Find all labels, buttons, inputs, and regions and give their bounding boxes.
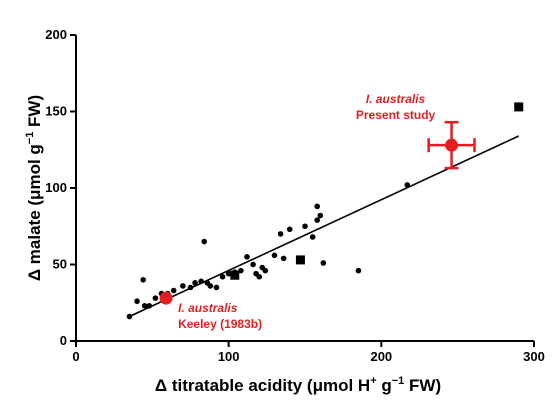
- y-axis-title: Δ malate (μmol g−1 FW): [24, 95, 44, 281]
- circle-point: [262, 267, 269, 274]
- square-point: [230, 270, 240, 280]
- highlight-label-species: I. australis: [366, 92, 426, 106]
- circle-point: [355, 267, 362, 274]
- y-tick-label: 100: [45, 180, 67, 195]
- trendline: [129, 135, 520, 318]
- y-tick-label: 150: [45, 104, 67, 119]
- y-tick-label: 50: [53, 257, 67, 272]
- circle-point: [152, 295, 159, 301]
- circle-point: [140, 277, 146, 283]
- trendline-group: [129, 135, 520, 318]
- circle-point: [207, 283, 214, 289]
- circle-point: [320, 260, 327, 266]
- highlight-point: [159, 291, 173, 305]
- y-tick-label: 200: [45, 27, 67, 42]
- highlight-label-species: I. australis: [178, 301, 238, 315]
- circle-point: [250, 261, 256, 268]
- square-point: [514, 102, 524, 112]
- circle-point: [187, 284, 194, 291]
- y-tick-label: 0: [60, 333, 67, 348]
- circle-point: [213, 284, 220, 291]
- circle-point: [244, 254, 250, 260]
- square-point: [295, 255, 305, 265]
- circle-point: [286, 226, 293, 233]
- circle-point: [314, 217, 321, 223]
- circle-point: [404, 182, 411, 188]
- x-axis-title: Δ titratable acidity (μmol H+ g−1 FW): [155, 375, 441, 395]
- circle-point: [277, 231, 284, 237]
- highlight-points: I. australis Present study I. australis Kee…: [159, 92, 476, 331]
- circle-point: [256, 273, 263, 280]
- highlight-label-source: Present study: [356, 108, 436, 122]
- circle-point: [238, 267, 244, 274]
- circle-point: [146, 303, 153, 309]
- circle-point: [314, 203, 321, 210]
- x-tick-label: 200: [370, 349, 392, 364]
- circle-point: [192, 280, 198, 286]
- circle-point: [201, 238, 208, 245]
- highlight-point: [445, 138, 459, 152]
- circle-point: [309, 234, 316, 240]
- circle-point: [180, 283, 186, 289]
- circle-point: [280, 255, 287, 262]
- highlight-label-source: Keeley (1983b): [178, 317, 262, 331]
- x-tick-label: 100: [218, 349, 240, 364]
- x-tick-label: 300: [523, 349, 545, 364]
- x-tick-label: 0: [72, 349, 79, 364]
- circle-point: [219, 273, 226, 280]
- circle-point: [271, 252, 278, 259]
- circle-point: [141, 303, 148, 309]
- axes: 0 50 100 150 200 0 100 200 300: [45, 27, 545, 364]
- data-points: [126, 102, 524, 320]
- circle-point: [198, 278, 204, 285]
- circle-point: [170, 287, 177, 294]
- circle-point: [126, 313, 133, 320]
- circle-point: [302, 223, 308, 230]
- circle-point: [134, 298, 140, 305]
- circle-point: [317, 212, 324, 219]
- circle-point: [225, 270, 232, 277]
